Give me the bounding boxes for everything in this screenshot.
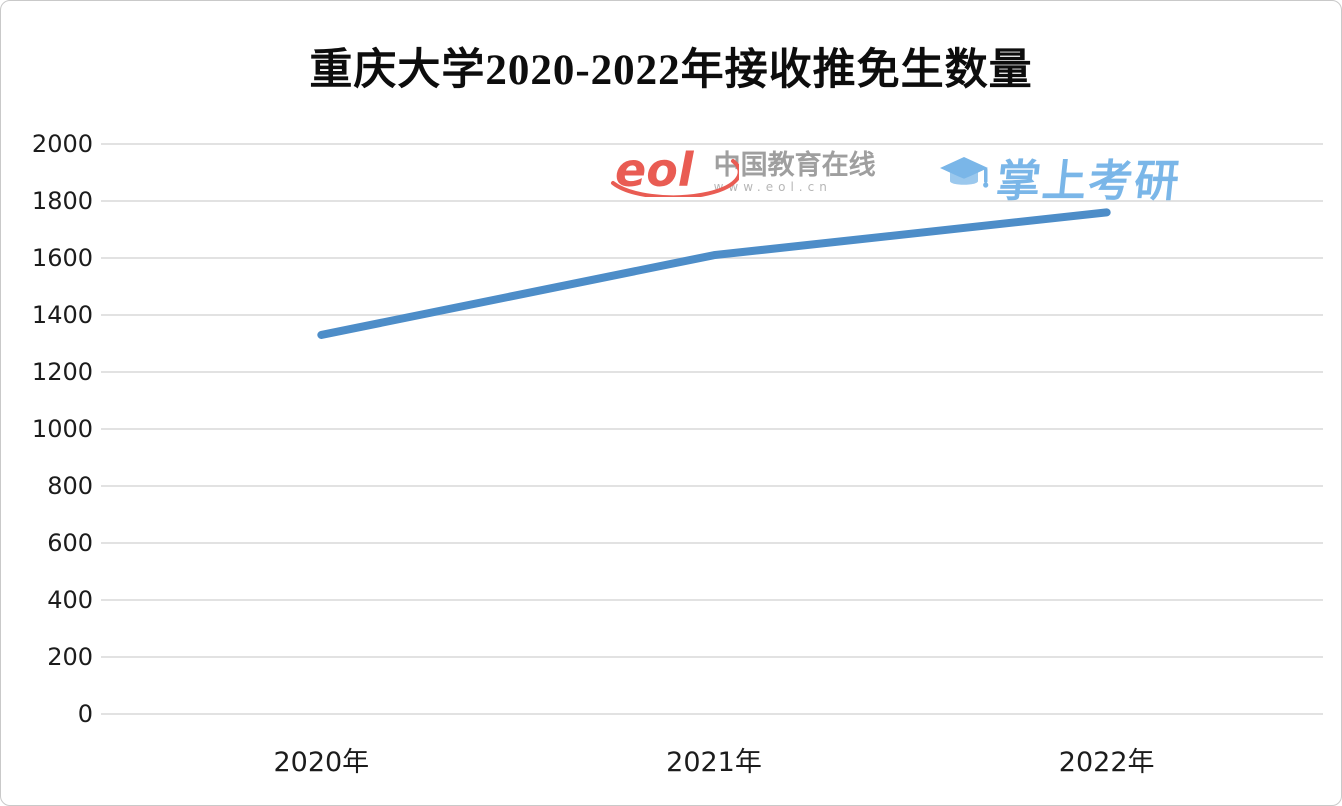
y-tick-label: 1600 — [32, 244, 93, 272]
eol-logo-text: eol — [615, 143, 694, 197]
y-tick-label: 600 — [47, 529, 93, 557]
x-tick-label: 2020年 — [273, 747, 369, 778]
zhangshang-kaoyan-watermark: 掌上考研 — [939, 145, 1183, 209]
y-tick-label: 2000 — [32, 130, 93, 158]
y-tick-label: 1000 — [32, 415, 93, 443]
y-tick-label: 800 — [47, 472, 93, 500]
x-tick-label: 2021年 — [666, 747, 762, 778]
eol-logo-icon: eol — [611, 147, 739, 197]
eol-site-name: 中国教育在线 — [713, 149, 876, 181]
eol-site-url: www.eol.cn — [713, 179, 832, 194]
y-tick-label: 200 — [47, 643, 93, 671]
zhangshang-kaoyan-text: 掌上考研 — [993, 156, 1184, 207]
y-tick-label: 400 — [47, 586, 93, 614]
y-tick-label: 1800 — [32, 187, 93, 215]
y-tick-label: 0 — [78, 700, 93, 728]
chart-title: 重庆大学2020-2022年接收推免生数量 — [309, 47, 1033, 94]
x-tick-label: 2022年 — [1059, 747, 1155, 778]
y-tick-label: 1200 — [32, 358, 93, 386]
graduation-cap-icon — [940, 157, 989, 188]
data-line — [317, 208, 1111, 339]
y-tick-label: 1400 — [32, 301, 93, 329]
eol-watermark: eol 中国教育在线 www.eol.cn — [611, 147, 876, 197]
eol-text-block: 中国教育在线 www.eol.cn — [714, 150, 876, 195]
